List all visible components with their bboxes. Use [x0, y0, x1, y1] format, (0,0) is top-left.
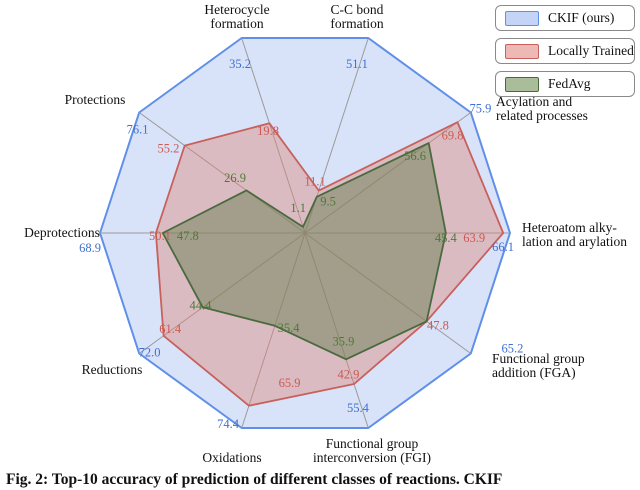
- value-label-fedavg: 44.4: [189, 299, 212, 313]
- axis-label: Oxidations: [202, 450, 261, 465]
- value-label-locally-trained: 61.4: [159, 322, 182, 336]
- legend-swatch-locally-trained: [505, 43, 539, 59]
- axis-label: Deprotections: [24, 225, 100, 240]
- axis-label: C-C bond: [331, 2, 384, 17]
- axis-label: addition (FGA): [492, 365, 576, 380]
- value-label-locally-trained: 69.8: [442, 129, 464, 143]
- value-label-ckif: 35.2: [229, 57, 251, 71]
- legend-swatch-fedavg: [505, 76, 539, 92]
- value-label-fedavg: 45.4: [435, 231, 458, 245]
- axis-spoke: [138, 112, 306, 234]
- axis-label: Acylation and: [496, 94, 572, 109]
- value-label-fedavg: 35.9: [332, 335, 354, 349]
- value-label-locally-trained: 65.9: [279, 376, 301, 390]
- axis-label: Heteroatom alky-: [522, 220, 617, 235]
- value-label-ckif: 75.9: [469, 102, 491, 116]
- axis-spoke: [138, 232, 306, 354]
- radar-chart: C-C bondformationHeterocycleformationPro…: [24, 2, 627, 465]
- legend-label-fedavg: FedAvg: [548, 76, 591, 91]
- value-label-fedavg: 35.4: [278, 321, 301, 335]
- value-label-locally-trained: 19.8: [257, 124, 279, 138]
- axis-spoke: [304, 112, 472, 234]
- value-label-fedavg: 47.8: [177, 229, 199, 243]
- value-label-locally-trained: 63.9: [463, 231, 485, 245]
- legend-label-locally-trained: Locally Trained: [548, 43, 634, 58]
- value-label-ckif: 76.1: [127, 123, 149, 137]
- value-label-locally-trained: 55.2: [157, 141, 179, 155]
- legend-swatch-ckif: [505, 10, 539, 26]
- axis-spoke: [241, 37, 306, 234]
- value-label-fedavg: 26.9: [224, 171, 246, 185]
- legend-item-ckif: CKIF (ours): [495, 5, 635, 31]
- axis-spoke: [304, 232, 369, 429]
- value-label-ckif: 65.2: [501, 341, 523, 355]
- axis-label: related processes: [496, 108, 588, 123]
- axis-label: Heterocycle: [204, 2, 269, 17]
- axis-label: Protections: [65, 92, 126, 107]
- axis-label: Functional group: [492, 351, 585, 366]
- value-label-ckif: 66.1: [492, 240, 514, 254]
- value-label-locally-trained: 11.1: [304, 174, 325, 188]
- axis-label: Functional group: [326, 436, 419, 451]
- value-label-ckif: 74.4: [217, 417, 240, 431]
- value-label-ckif: 68.9: [79, 241, 101, 255]
- axis-spoke: [304, 232, 472, 354]
- chart-legend: CKIF (ours) Locally Trained FedAvg: [495, 5, 635, 97]
- legend-item-fedavg: FedAvg: [495, 71, 635, 97]
- value-label-ckif: 72.0: [139, 345, 161, 359]
- axis-label: lation and arylation: [522, 234, 627, 249]
- legend-label-ckif: CKIF (ours): [548, 10, 615, 25]
- value-label-fedavg: 9.5: [320, 194, 336, 208]
- legend-item-locally-trained: Locally Trained: [495, 38, 635, 64]
- figure-caption: Fig. 2: Top-10 accuracy of prediction of…: [6, 471, 503, 488]
- axis-spoke: [241, 232, 306, 429]
- series-polygon-fedavg: [161, 142, 447, 361]
- value-label-ckif: 55.4: [347, 401, 370, 415]
- axis-label: Reductions: [82, 362, 143, 377]
- value-label-ckif: 51.1: [346, 57, 368, 71]
- axis-label: formation: [330, 16, 383, 31]
- value-label-fedavg: 1.1: [290, 201, 306, 215]
- value-label-locally-trained: 50.1: [149, 229, 171, 243]
- value-label-locally-trained: 42.9: [337, 367, 359, 381]
- value-label-locally-trained: 47.8: [427, 319, 449, 333]
- value-label-fedavg: 56.6: [404, 149, 426, 163]
- axis-label: interconversion (FGI): [313, 450, 431, 465]
- axis-label: formation: [210, 16, 263, 31]
